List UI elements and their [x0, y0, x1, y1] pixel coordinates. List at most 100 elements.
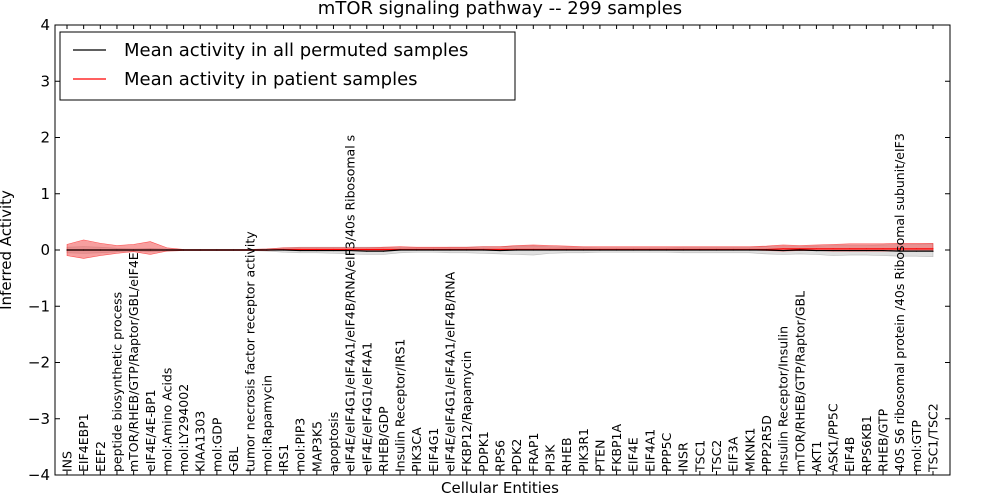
data-point [549, 249, 551, 251]
data-point [182, 249, 185, 251]
data-point [715, 249, 718, 251]
x-tick-label: FRAP1 [526, 433, 541, 472]
data-point [566, 249, 568, 251]
x-tick-label: FKBP1A [609, 424, 624, 472]
x-tick-label: peptide biosynthetic process [109, 292, 124, 472]
category-labels: INS EIF4EBP1 EEF2 peptide biosynthetic proc… [60, 133, 941, 473]
data-point [499, 249, 501, 252]
data-point [316, 248, 318, 251]
x-tick-label: mol:GTP [909, 420, 924, 472]
data-point [782, 248, 784, 250]
x-tick-label: PIK3CA [409, 427, 424, 472]
data-point [282, 249, 285, 251]
data-point [832, 248, 834, 250]
data-point [915, 248, 917, 250]
x-tick-label: GBL [226, 447, 241, 472]
x-tick-label: EIF4A1 [642, 429, 657, 472]
data-point [232, 249, 235, 251]
data-point [932, 250, 934, 252]
data-point [882, 249, 884, 252]
data-point [482, 249, 484, 251]
y-axis: −4 −3 −2 −1 0 1 2 3 4 [28, 16, 950, 484]
x-tick-label: tumor necrosis factor receptor activity [243, 231, 258, 472]
data-point [682, 249, 684, 251]
data-point [516, 249, 518, 251]
data-point [899, 248, 901, 250]
legend-box [59, 31, 516, 101]
y-axis-label: Inferred Activity [0, 190, 15, 310]
y-tick-label: 3 [40, 72, 50, 90]
x-tick-label: FKBP12/Rapamycin [459, 351, 474, 472]
x-tick-label: MKNK1 [742, 428, 757, 472]
x-tick-label: EIF4B [842, 437, 857, 472]
data-point [299, 249, 301, 252]
data-point [582, 249, 584, 251]
data-point [66, 249, 68, 251]
x-tick-label: PPP5C [659, 432, 674, 472]
data-point [83, 249, 85, 251]
data-point [865, 248, 867, 250]
x-tick-label: eIF4E/eIF4G1/eIF4A1 [359, 342, 374, 472]
x-axis [66, 25, 934, 475]
x-tick-label: mTOR/RHEB/GTP/Raptor/GBL/eIF4E [126, 252, 141, 472]
x-tick-label: PI3K [542, 444, 557, 472]
data-point [765, 249, 768, 251]
data-point [316, 249, 318, 252]
data-point [366, 248, 368, 251]
x-tick-label: mol:LY294002 [176, 384, 191, 472]
data-point [749, 249, 751, 251]
x-tick-label: TSC2 [709, 440, 724, 473]
x-tick-label: eIF4E/4E-BP1 [143, 389, 158, 472]
data-point [532, 249, 534, 251]
x-tick-label: KIAA1303 [193, 411, 208, 472]
data-point [349, 249, 351, 252]
data-point [849, 249, 851, 252]
x-tick-label: TSC1/TSC2 [926, 403, 941, 473]
data-point [299, 248, 301, 251]
x-tick-label: Insulin Receptor/IRS1 [393, 339, 408, 472]
legend-entry-1: Mean activity in all permuted samples [124, 40, 468, 61]
data-point [416, 249, 418, 251]
data-point [349, 248, 351, 251]
data-point [882, 248, 884, 250]
data-point [432, 249, 434, 251]
data-point [815, 249, 818, 252]
x-tick-label: EIF4EBP1 [76, 413, 91, 472]
data-point [832, 249, 834, 252]
x-tick-label: RHEB [559, 437, 574, 472]
x-tick-label: AKT1 [809, 441, 824, 472]
x-tick-label: eIF4E/eIF4G1/eIF4A1/eIF4B/RNA/eIF3/40s R… [343, 135, 358, 472]
x-tick-label: PIK3R1 [576, 428, 591, 472]
data-point [932, 248, 934, 250]
data-point [865, 249, 867, 252]
data-point [382, 248, 385, 251]
data-point [499, 248, 501, 251]
data-point [649, 249, 651, 251]
x-tick-label: MAP3K5 [309, 421, 324, 472]
x-tick-label: EIF3A [726, 436, 741, 472]
data-point [799, 249, 801, 251]
data-point [782, 249, 784, 252]
x-tick-label: RPS6 [493, 440, 508, 472]
x-tick-label: mol:PIP3 [293, 418, 308, 472]
data-point [449, 249, 451, 251]
x-tick-label: mol:Rapamycin [259, 375, 274, 472]
x-tick-label: apoptosis [326, 412, 341, 472]
data-point [249, 249, 251, 251]
x-tick-label: mTOR/RHEB/GTP/Raptor/GBL [792, 291, 807, 472]
x-tick-label: RHEB/GDP [376, 406, 391, 472]
y-tick-label: 0 [40, 241, 50, 259]
x-tick-label: EIF4E [626, 437, 641, 472]
x-tick-label: TSC1 [692, 440, 707, 473]
x-tick-label: INS [60, 451, 75, 472]
x-tick-label: 40S S6 ribosomal protein /40s Ribosomal … [892, 133, 907, 472]
data-point [915, 250, 917, 252]
data-point [665, 249, 668, 251]
x-tick-label: EEF2 [93, 441, 108, 472]
data-point [849, 248, 851, 250]
data-point [599, 249, 601, 251]
data-point [466, 249, 468, 251]
data-point [615, 249, 618, 251]
x-tick-label: mol:Amino Acids [159, 368, 174, 472]
